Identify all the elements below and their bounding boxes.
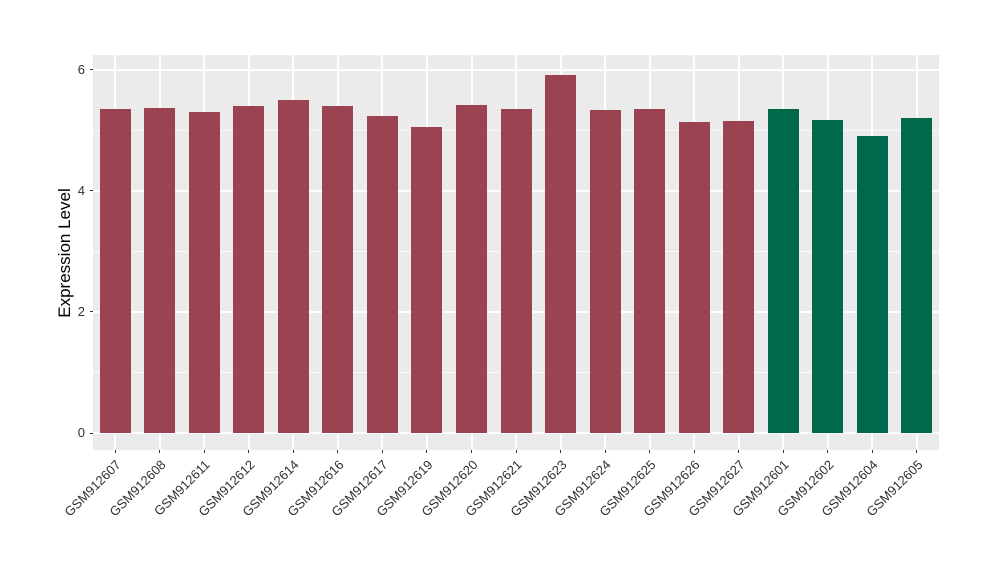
bar-GSM912612 — [233, 105, 265, 433]
x-tick-mark — [381, 450, 383, 453]
x-tick-mark — [871, 450, 873, 453]
x-tick-mark — [738, 450, 740, 453]
bar-GSM912601 — [767, 108, 799, 433]
y-tick-mark — [90, 311, 93, 313]
bar-GSM912619 — [411, 126, 443, 433]
bar-GSM912616 — [322, 105, 354, 433]
y-tick-mark — [90, 432, 93, 434]
bar-GSM912611 — [188, 111, 220, 433]
bar-GSM912602 — [812, 120, 844, 433]
x-tick-mark — [649, 450, 651, 453]
bar-GSM912627 — [723, 121, 755, 433]
bar-GSM912623 — [545, 75, 576, 433]
x-tick-mark — [604, 450, 606, 453]
bar-GSM912617 — [366, 116, 398, 433]
bar-GSM912605 — [901, 118, 933, 433]
bar-GSM912624 — [589, 109, 621, 433]
y-tick-label: 6 — [77, 61, 85, 77]
chart-panel — [93, 55, 939, 450]
bar-GSM912621 — [500, 108, 532, 433]
x-tick-mark — [471, 450, 472, 453]
x-tick-label: GSM912605 — [863, 457, 926, 520]
bar-GSM912614 — [277, 99, 309, 433]
y-tick-label: 0 — [77, 425, 85, 440]
y-tick-mark — [90, 190, 93, 192]
x-tick-mark — [248, 450, 250, 453]
major-gridline — [93, 68, 939, 71]
x-tick-mark — [515, 450, 517, 453]
x-tick-mark — [337, 450, 339, 453]
bar-GSM912625 — [634, 108, 666, 433]
x-tick-mark — [426, 450, 428, 453]
y-tick-mark — [90, 69, 93, 70]
x-tick-mark — [203, 450, 205, 453]
bar-GSM912604 — [856, 136, 888, 434]
x-tick-mark — [693, 450, 695, 453]
bar-GSM912607 — [99, 108, 131, 433]
y-tick-label: 2 — [77, 303, 85, 319]
bar-GSM912626 — [678, 121, 710, 433]
y-tick-label: 4 — [77, 182, 85, 198]
bar-GSM912608 — [144, 107, 176, 433]
x-tick-mark — [159, 450, 161, 453]
major-gridline — [93, 432, 939, 434]
x-tick-mark — [560, 450, 561, 453]
x-tick-mark — [916, 450, 918, 453]
x-tick-mark — [292, 450, 294, 453]
x-tick-mark — [114, 450, 116, 453]
x-tick-mark — [827, 450, 829, 453]
x-tick-mark — [782, 450, 784, 453]
bar-GSM912620 — [456, 105, 487, 434]
y-axis-title: Expression Level — [55, 187, 74, 318]
